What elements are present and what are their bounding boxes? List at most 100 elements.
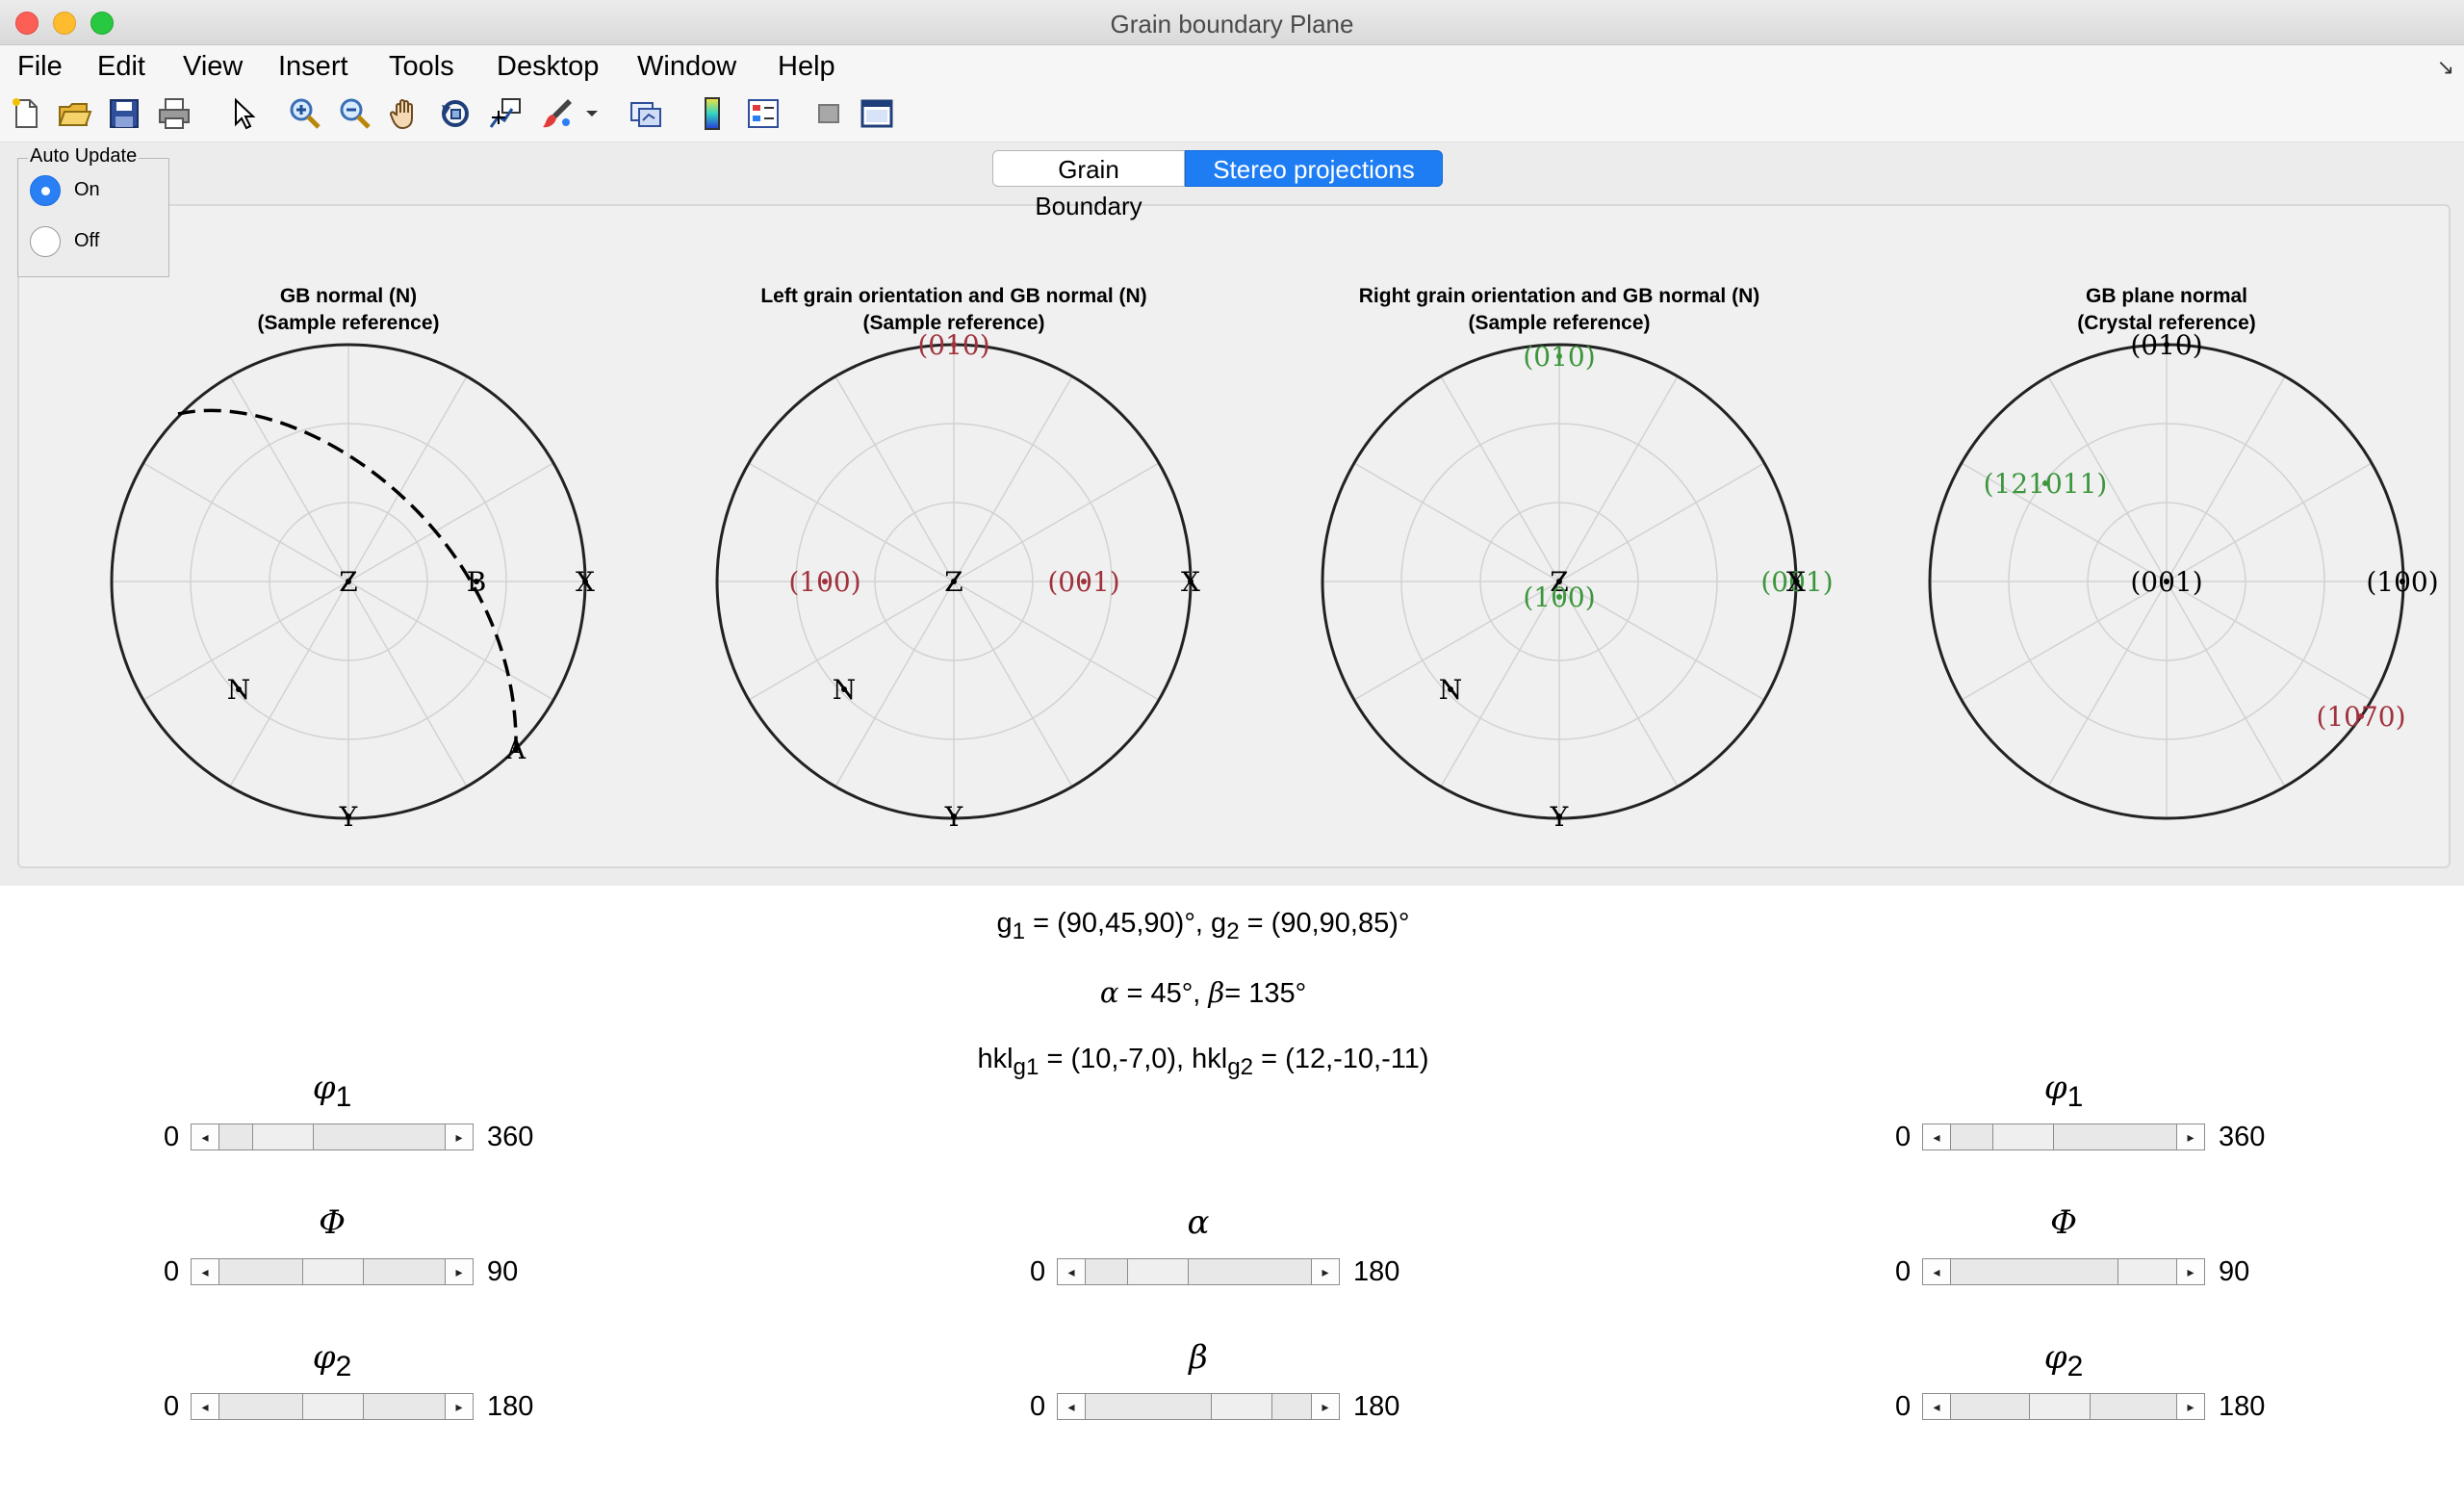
slider-left-arrow[interactable]: ◂ [192,1259,219,1284]
plot-subtitle: (Sample reference) [862,312,1044,334]
orientation-info: g1 = (90,45,90)°, g2 = (90,90,85)° [0,908,2406,945]
projection-label: (001) [2130,566,2202,598]
left-slider[interactable]: ◂ ▸ [191,1393,474,1420]
beta-symbol: β [1208,976,1225,1009]
colorbar-icon[interactable] [695,95,732,132]
slider-thumb[interactable] [1210,1393,1272,1420]
slider-right-arrow[interactable]: ▸ [445,1394,473,1419]
save-icon[interactable] [106,95,142,132]
g2-subscript: 2 [1226,917,1240,944]
right-slider-min: 0 [1895,1122,1912,1152]
stereo-plot-4: GB plane normal (Crystal reference)(010) (… [1928,285,2439,820]
legend-icon[interactable] [745,95,782,132]
mid-slider[interactable]: ◂ ▸ [1057,1258,1340,1285]
slider-thumb[interactable] [1126,1258,1189,1285]
menu-desktop[interactable]: Desktop [497,51,600,82]
data-cursor-icon[interactable] [487,95,524,132]
right-slider[interactable]: ◂ ▸ [1922,1124,2205,1150]
mid-slider-max: 180 [1353,1256,1400,1287]
mid-slider-min: 0 [1030,1391,1046,1422]
slider-right-arrow[interactable]: ▸ [445,1259,473,1284]
projection-point [1793,579,1799,584]
menu-help[interactable]: Help [778,51,835,82]
new-figure-icon[interactable] [8,95,44,132]
menu-insert[interactable]: Insert [278,51,348,82]
auto-update-off-radio[interactable] [30,226,61,257]
print-icon[interactable] [156,95,192,132]
gb-trace-arc [177,408,518,750]
projection-label: B [467,566,487,598]
tab-grain-boundary[interactable]: Grain Boundary [992,150,1185,220]
projection-label: Y [944,801,963,833]
projection-point [841,686,847,692]
left-slider[interactable]: ◂ ▸ [191,1258,474,1285]
pointer-icon[interactable] [225,95,262,132]
projection-label: (100) [2366,566,2438,598]
slider-thumb[interactable] [302,1393,364,1420]
projection-point [513,746,519,752]
slider-right-arrow[interactable]: ▸ [1311,1394,1339,1419]
projection-point [1188,579,1194,584]
slider-right-arrow[interactable]: ▸ [2176,1394,2204,1419]
show-plot-tools-icon[interactable] [859,95,895,132]
hkl1-symbol: hkl [977,1044,1014,1074]
slider-right-arrow[interactable]: ▸ [1311,1259,1339,1284]
slider-left-arrow[interactable]: ◂ [192,1394,219,1419]
projection-label: N [1439,674,1463,706]
chevron-down-icon[interactable] [585,109,599,118]
projection-point [822,579,828,584]
menu-tools[interactable]: Tools [389,51,454,82]
hide-plot-tools-icon[interactable] [810,95,847,132]
maximize-window-button[interactable] [90,12,114,35]
link-plot-icon[interactable] [628,95,664,132]
projection-point [1556,594,1562,600]
left-slider-label: Φ [319,1203,346,1242]
projection-label: N [227,674,251,706]
left-slider-min: 0 [164,1256,180,1287]
tab-stereo-projections[interactable]: Stereo projections [1185,150,1443,187]
projection-label: (121011) [1984,468,2108,500]
slider-left-arrow[interactable]: ◂ [1923,1259,1951,1284]
slider-thumb[interactable] [302,1258,364,1285]
menu-window[interactable]: Window [637,51,737,82]
projection-point [2164,342,2169,348]
slider-right-arrow[interactable]: ▸ [2176,1124,2204,1149]
slider-left-arrow[interactable]: ◂ [1923,1124,1951,1149]
slider-left-arrow[interactable]: ◂ [1923,1394,1951,1419]
zoom-in-icon[interactable] [287,95,323,132]
slider-left-arrow[interactable]: ◂ [192,1124,219,1149]
slider-thumb[interactable] [1991,1124,2054,1150]
undock-icon[interactable]: ↘ [2436,55,2454,79]
open-file-icon[interactable] [56,95,92,132]
slider-right-arrow[interactable]: ▸ [2176,1259,2204,1284]
projection-label: X [1786,566,1806,598]
right-slider[interactable]: ◂ ▸ [1922,1393,2205,1420]
projection-point [1448,686,1453,692]
zoom-out-icon[interactable] [337,95,373,132]
right-slider[interactable]: ◂ ▸ [1922,1258,2205,1285]
slider-thumb[interactable] [2028,1393,2091,1420]
projection-label: Y [1550,801,1569,833]
menu-view[interactable]: View [183,51,244,82]
right-slider-label: φ2 [2043,1338,2084,1382]
left-slider[interactable]: ◂ ▸ [191,1124,474,1150]
slider-left-arrow[interactable]: ◂ [1058,1394,1086,1419]
pan-icon[interactable] [387,95,424,132]
projection-label: N [833,674,857,706]
slider-left-arrow[interactable]: ◂ [1058,1259,1086,1284]
auto-update-on-radio[interactable] [30,175,61,206]
menu-file[interactable]: File [17,51,63,82]
brush-icon[interactable] [539,95,576,132]
close-window-button[interactable] [15,12,38,35]
rotate-3d-icon[interactable] [437,95,474,132]
projection-point [1556,579,1562,584]
slider-thumb[interactable] [2118,1258,2179,1285]
slider-right-arrow[interactable]: ▸ [445,1124,473,1149]
stereo-plots: GB normal (N) (Sample reference) Z X Y B N A Lef… [110,285,2439,833]
slider-thumb[interactable] [251,1124,314,1150]
projection-label: (100) [788,566,860,598]
minimize-window-button[interactable] [53,12,76,35]
hkl2-subscript: g2 [1227,1053,1254,1080]
mid-slider[interactable]: ◂ ▸ [1057,1393,1340,1420]
menu-edit[interactable]: Edit [97,51,145,82]
